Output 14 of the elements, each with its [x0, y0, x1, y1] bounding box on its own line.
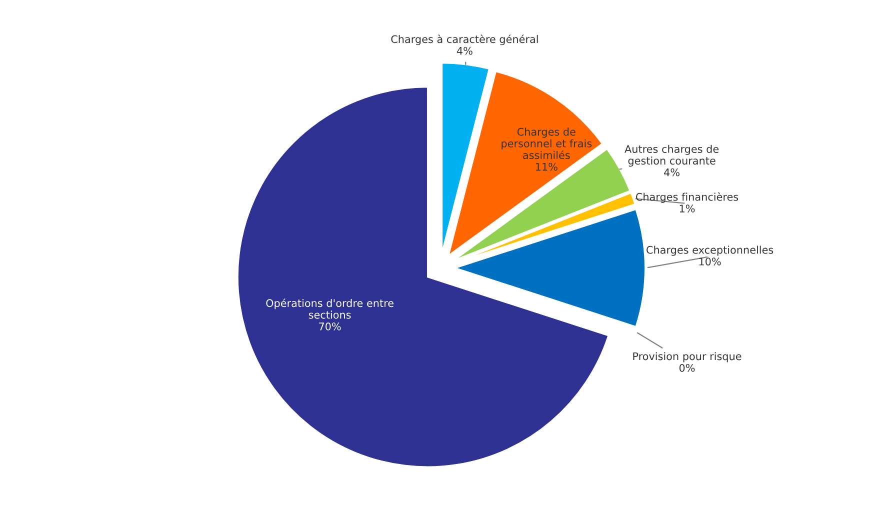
legend-label: Provision pour risque — [633, 352, 742, 362]
slice-label: Charges à caractère général — [391, 34, 538, 46]
data-label: 70% — [319, 322, 341, 330]
data-label: 4% — [456, 46, 472, 55]
slice-label: Charges de personnel et frais assimilés — [502, 128, 592, 160]
data-label: 4% — [664, 168, 680, 176]
slice-label: Charges financières — [636, 192, 738, 203]
slice-label: Charges exceptionnelles — [646, 246, 774, 256]
data-label: 11% — [536, 162, 558, 171]
text: 0% — [679, 364, 695, 372]
slice-label: Autres charges de gestion courante — [624, 144, 719, 167]
slice-label: Opérations d'ordre entre sections — [266, 298, 394, 319]
data-label: 1% — [680, 204, 695, 212]
data-label: 10% — [699, 258, 721, 266]
